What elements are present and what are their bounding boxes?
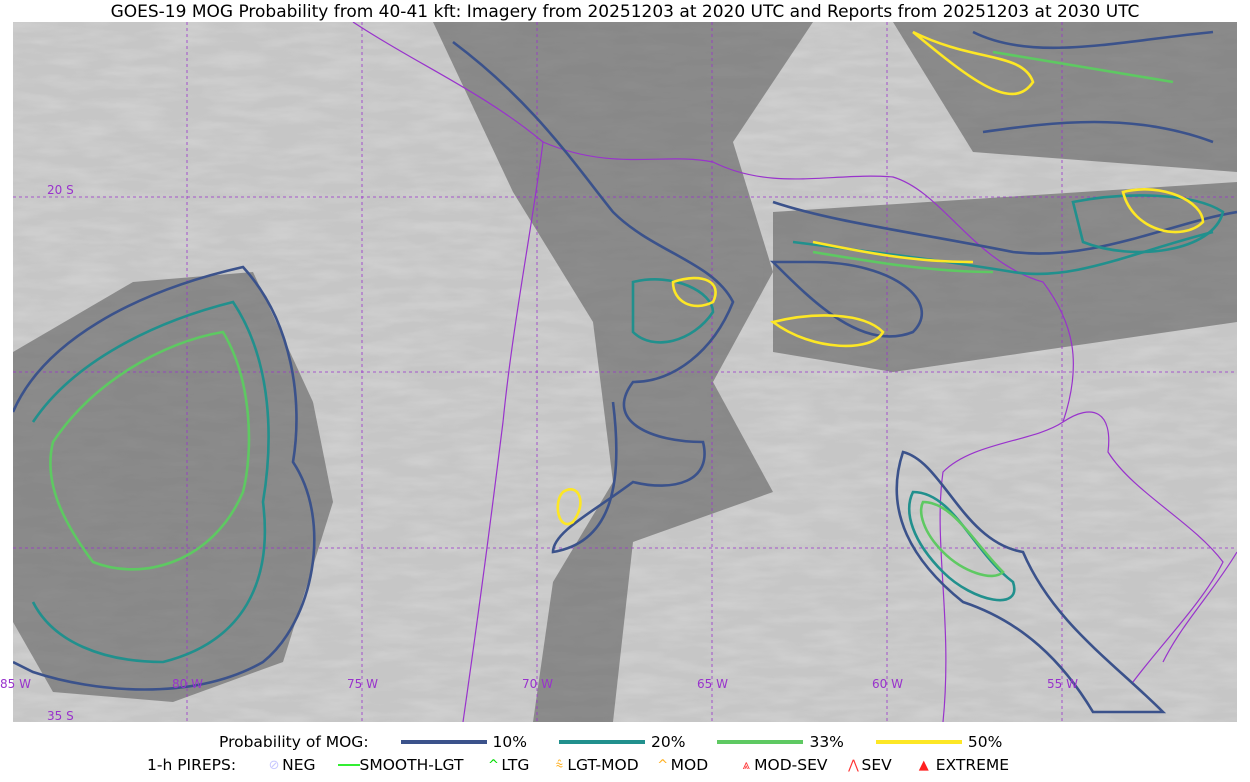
smooth-lgt-line-icon bbox=[337, 764, 360, 766]
extreme-triangle-icon: ▲ bbox=[918, 757, 929, 773]
lon-label-75w: 75 W bbox=[347, 677, 378, 691]
contour-20pct bbox=[31, 194, 1225, 664]
probability-legend: Probability of MOG: 10% 20% 33% 50% bbox=[0, 733, 1250, 751]
chart-title: GOES-19 MOG Probability from 40-41 kft: … bbox=[110, 2, 1140, 22]
ltg-caret-icon: ^ bbox=[487, 757, 499, 773]
sev-icon: ⋀ bbox=[848, 757, 859, 773]
lon-label-65w: 65 W bbox=[697, 677, 728, 691]
contour-10pct bbox=[13, 30, 1237, 714]
legend-swatch-20 bbox=[559, 740, 645, 744]
pirep-label-ltg: LTG bbox=[501, 756, 530, 774]
legend-swatch-10 bbox=[400, 740, 487, 744]
pireps-legend-title: 1-h PIREPS: bbox=[147, 756, 237, 774]
pirep-label-smooth-lgt: SMOOTH-LGT bbox=[359, 756, 464, 774]
lon-label-55w: 55 W bbox=[1047, 677, 1078, 691]
lgt-mod-icon: ⩯ bbox=[555, 757, 564, 773]
lon-label-85w: 85 W bbox=[0, 677, 31, 691]
probability-legend-title: Probability of MOG: bbox=[219, 733, 369, 751]
mog-contours bbox=[13, 30, 1237, 714]
legend-label-50: 50% bbox=[967, 733, 1003, 751]
mod-caret-icon: ^ bbox=[657, 757, 669, 773]
lat-label-20s: 20 S bbox=[47, 183, 74, 197]
pirep-label-sev: SEV bbox=[861, 756, 892, 774]
legend-swatch-33 bbox=[717, 740, 804, 744]
pirep-label-extreme: EXTREME bbox=[935, 756, 1010, 774]
satellite-map bbox=[13, 22, 1237, 722]
pirep-label-neg: NEG bbox=[282, 756, 316, 774]
pirep-label-mod: MOD bbox=[670, 756, 709, 774]
contour-33pct bbox=[49, 50, 1174, 578]
legend-label-20: 20% bbox=[651, 733, 686, 751]
neg-circle-icon: ⊘ bbox=[268, 757, 280, 773]
legend-label-33: 33% bbox=[809, 733, 844, 751]
gridlines bbox=[13, 22, 1237, 722]
pirep-label-mod-sev: MOD-SEV bbox=[754, 756, 828, 774]
contour-50pct bbox=[556, 30, 1205, 526]
mod-sev-icon: ⩓ bbox=[742, 757, 750, 773]
lon-label-80w: 80 W bbox=[172, 677, 203, 691]
pireps-legend: 1-h PIREPS: ⊘ NEG SMOOTH-LGT ^ LTG ⩯ LGT… bbox=[0, 756, 1250, 774]
pirep-label-lgt-mod: LGT-MOD bbox=[567, 756, 639, 774]
lon-label-70w: 70 W bbox=[522, 677, 553, 691]
lon-label-60w: 60 W bbox=[872, 677, 903, 691]
legend-label-10: 10% bbox=[492, 733, 527, 751]
lat-label-35s: 35 S bbox=[47, 709, 74, 723]
legend-swatch-50 bbox=[875, 740, 962, 744]
